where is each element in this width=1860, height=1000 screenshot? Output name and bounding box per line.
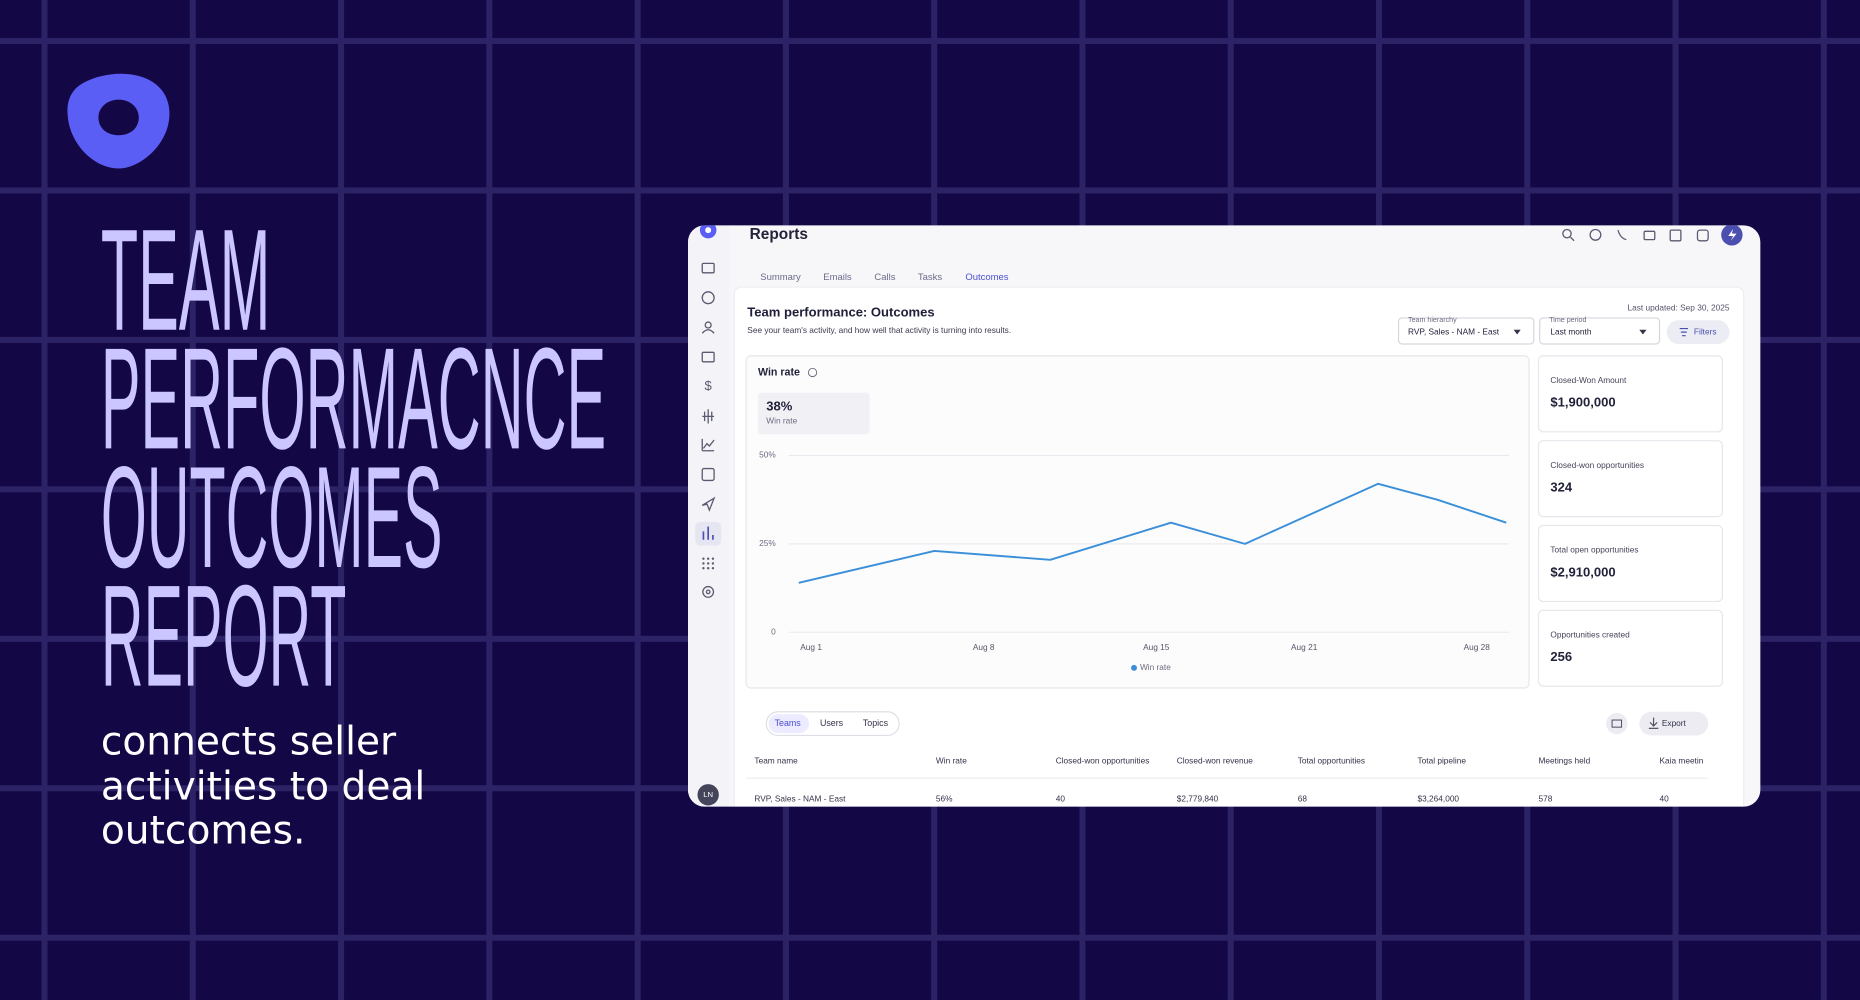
tab[interactable]: Tasks — [918, 272, 942, 283]
legend-swatch — [1131, 664, 1137, 671]
y-tick-label: 50% — [759, 450, 776, 460]
column-header: Team name — [754, 756, 798, 766]
table-tab[interactable]: Topics — [863, 718, 889, 728]
kpi-value: 324 — [1550, 480, 1572, 495]
dropdown[interactable] — [1397, 317, 1535, 345]
title-line: REPORT — [101, 555, 347, 712]
dropdown[interactable] — [1539, 317, 1661, 345]
export-button[interactable] — [1639, 711, 1709, 736]
svg-text:$: $ — [705, 378, 713, 393]
stat-value: 38% — [766, 398, 792, 413]
table-cell: 68 — [1298, 794, 1308, 804]
column-header: Meetings held — [1539, 756, 1591, 766]
title-line: OUTCOMES — [101, 436, 443, 598]
plot: 0 25% 50% Aug 1 Aug 8 Aug 15 Aug 21 Aug 28 Win r… — [759, 450, 1509, 672]
column-header: Win rate — [936, 756, 967, 766]
tab[interactable]: Emails — [823, 272, 852, 283]
x-tick-label: Aug 15 — [1143, 642, 1170, 652]
kpi-value: $2,910,000 — [1550, 564, 1615, 579]
app-screenshot: $ LN Reports — [688, 225, 1761, 807]
dropdown-label: Team hierarchy — [1408, 316, 1457, 324]
filters-button[interactable] — [1666, 320, 1730, 345]
kpi-value: 256 — [1550, 649, 1572, 664]
avatar[interactable] — [697, 784, 719, 806]
chart-title: Win rate — [758, 366, 800, 378]
avatar-initials: LN — [703, 790, 713, 799]
title-line: TEAM — [101, 199, 271, 361]
export-label: Export — [1662, 718, 1687, 728]
x-tick-label: Aug 28 — [1464, 642, 1491, 652]
tab-active[interactable]: Outcomes — [965, 272, 1008, 283]
column-header: Closed-won revenue — [1177, 756, 1253, 766]
table-cell: 578 — [1539, 794, 1553, 804]
y-tick-label: 0 — [771, 626, 776, 636]
y-tick-label: 25% — [759, 538, 776, 548]
table: Team name Win rate Closed-won opportunitie… — [746, 756, 1709, 804]
kpis: Closed-Won Amount $1,900,000 Closed-won op… — [1537, 355, 1723, 687]
line — [798, 482, 1507, 584]
x-tick-label: Aug 1 — [800, 642, 822, 652]
legend-label: Win rate — [1140, 662, 1171, 672]
x-tick-label: Aug 8 — [973, 642, 995, 652]
description: See your team's activity, and how well t… — [747, 325, 1011, 335]
stat-box — [757, 392, 870, 435]
heading: Team performance: Outcomes — [747, 305, 934, 320]
table-cell: 56% — [936, 794, 953, 804]
column-header: Total pipeline — [1418, 756, 1467, 766]
stat-label: Win rate — [766, 415, 797, 425]
kpi-label: Total open opportunities — [1550, 545, 1638, 555]
top-icons — [1562, 225, 1743, 246]
table-cell: $2,779,840 — [1177, 794, 1219, 804]
kpi-label: Closed-won opportunities — [1550, 460, 1644, 470]
last-updated: Last updated: Sep 30, 2025 — [1628, 303, 1730, 313]
app: $ LN Reports — [688, 225, 1745, 807]
title-line: PERFORMACNCE — [101, 317, 606, 479]
hero: TEAM PERFORMACNCE OUTCOMES REPORT — [67, 73, 606, 712]
table-cell: $3,264,000 — [1418, 794, 1460, 804]
kpi-value: $1,900,000 — [1550, 395, 1615, 410]
dropdown-value: Last month — [1550, 326, 1591, 336]
dropdown-label: Time period — [1549, 316, 1586, 324]
kpi-card — [1537, 440, 1723, 518]
filters-label: Filters — [1694, 326, 1717, 336]
table-cell: RVP, Sales - NAM - East — [754, 794, 846, 804]
column-header: Closed-won opportunities — [1056, 756, 1150, 766]
tab[interactable]: Summary — [760, 272, 801, 283]
table-tab-active[interactable]: Teams — [775, 718, 802, 728]
kpi-card — [1537, 524, 1723, 603]
sidebar-icons: $ — [695, 262, 722, 598]
sidebar — [688, 225, 730, 807]
chart-card — [745, 355, 1530, 689]
tab[interactable]: Calls — [874, 272, 895, 283]
kpi-card — [1537, 609, 1723, 687]
dropdown-value: RVP, Sales - NAM - East — [1408, 326, 1500, 336]
table-cell: 40 — [1056, 794, 1066, 804]
table-tab[interactable]: Users — [820, 718, 844, 728]
x-tick-label: Aug 21 — [1291, 642, 1318, 652]
page-title: Reports — [750, 226, 808, 243]
kpi-card — [1537, 355, 1723, 433]
kpi-label: Closed-Won Amount — [1550, 375, 1627, 385]
column-header: Kaia meetin — [1660, 756, 1704, 766]
logo — [67, 73, 170, 169]
columns-button[interactable] — [1606, 712, 1628, 735]
kpi-label: Opportunities created — [1550, 629, 1630, 639]
column-header: Total opportunities — [1298, 756, 1365, 766]
table-cell: 40 — [1660, 794, 1670, 804]
subtitle: connects seller activities to deal outco… — [100, 717, 426, 853]
